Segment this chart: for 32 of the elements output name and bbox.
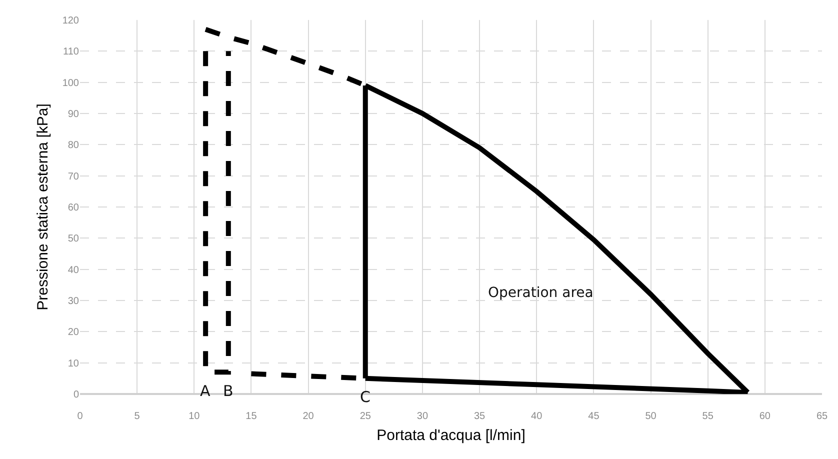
- y-axis-title: Pressione statica esterna [kPa]: [34, 104, 52, 310]
- x-tick-label: 60: [759, 411, 771, 422]
- y-tick-label: 120: [62, 16, 80, 26]
- y-tick-label: 110: [63, 46, 80, 58]
- y-tick-label: 10: [68, 358, 80, 370]
- x-tick-label: 10: [188, 411, 200, 422]
- x-tick-label: 40: [531, 411, 543, 422]
- x-tick-label: 65: [816, 411, 828, 422]
- x-tick-label: 50: [645, 411, 657, 422]
- y-tick-label: 80: [68, 140, 80, 152]
- annotation: Operation area: [488, 285, 594, 301]
- x-tick-label: 25: [360, 411, 372, 422]
- y-tick-label: 0: [73, 390, 80, 400]
- y-tick-label: 20: [68, 327, 80, 338]
- x-tick-label: 35: [474, 411, 486, 422]
- y-tick-label: 40: [68, 264, 80, 276]
- annotation: A: [200, 382, 211, 400]
- y-tick-label: 60: [68, 202, 80, 214]
- annotation: B: [223, 382, 234, 400]
- x-tick-label: 5: [134, 411, 140, 422]
- annotation: C: [360, 388, 370, 406]
- y-tick-label: 90: [68, 109, 80, 120]
- y-tick-label: 70: [68, 171, 80, 182]
- x-tick-label: 45: [588, 411, 600, 422]
- y-tick-label: 50: [68, 234, 80, 245]
- y-tick-label: 30: [68, 296, 80, 307]
- y-tick-label: 100: [62, 78, 80, 89]
- x-tick-label: 30: [416, 411, 428, 422]
- x-tick-label: 55: [702, 411, 714, 422]
- x-tick-label: 15: [246, 411, 258, 422]
- x-axis-title: Portata d'acqua [l/min]: [376, 427, 526, 444]
- x-tick-label: 20: [302, 411, 314, 422]
